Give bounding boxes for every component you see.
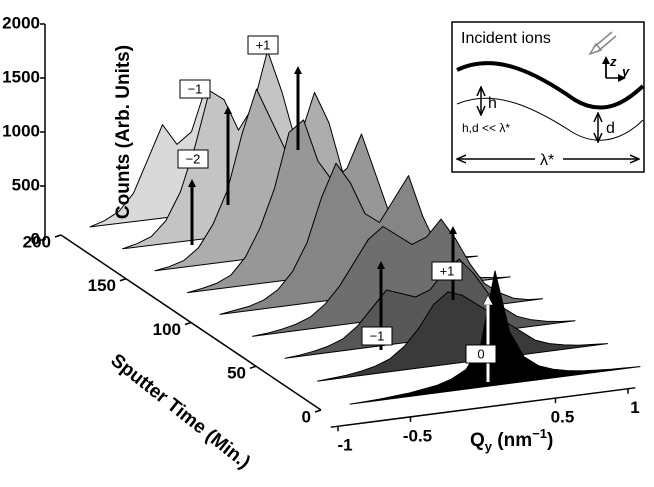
t-tick xyxy=(119,278,127,282)
inset-label: Incident ions xyxy=(461,30,551,47)
peak-label: −2 xyxy=(186,151,201,166)
y-tick-label: 1000 xyxy=(2,121,40,140)
spectrum xyxy=(284,258,576,359)
x-title-close: ) xyxy=(547,430,553,451)
wavelength-bg xyxy=(535,148,563,168)
t-tick-label: 0 xyxy=(302,407,311,426)
inset-wavelength: λ* xyxy=(540,152,554,169)
peak-label-box xyxy=(431,261,463,281)
t-tick-label: 100 xyxy=(153,320,181,339)
y-tick-label: 2000 xyxy=(2,13,40,32)
x-tick-label: -0.5 xyxy=(403,426,432,445)
y-tick-label: 500 xyxy=(12,175,40,194)
inset-z: z xyxy=(609,54,617,69)
plot-area: 0 500 1000 1500 2000 0 50 100 150 200 -1 -0.5 0.5 1 −2… xyxy=(2,13,641,455)
spectrum xyxy=(349,270,641,405)
t-tick xyxy=(314,409,322,413)
y-axis-title: Counts (Arb. Units) xyxy=(113,45,134,219)
t-tick xyxy=(249,365,257,369)
inset-y: y xyxy=(621,64,630,79)
x-title-sup: −1 xyxy=(532,426,547,441)
x-axis-title: Qy (nm−1) xyxy=(470,426,553,454)
peak-label-box xyxy=(465,344,497,364)
x-title-q: Q xyxy=(470,430,485,451)
peak-label: +1 xyxy=(256,37,271,52)
inset-condition: h,d << λ* xyxy=(462,121,510,135)
t-tick-label: 150 xyxy=(88,276,116,295)
y-tick-label: 0 xyxy=(31,229,40,248)
t-tick xyxy=(54,234,62,238)
x-tick-label: 1 xyxy=(630,398,639,417)
t-tick-label: 200 xyxy=(23,232,51,251)
peak-label: 0 xyxy=(477,346,484,361)
ion-arrow xyxy=(588,31,617,56)
inset: Incident ions h d h,d << λ* λ* z y xyxy=(451,21,645,173)
surface-wave xyxy=(456,61,645,110)
y-tick-label: 1500 xyxy=(2,67,40,86)
peak-label: −1 xyxy=(188,81,203,96)
peak-label-box xyxy=(247,35,279,55)
spectrum xyxy=(317,291,608,382)
inset-d: d xyxy=(606,120,615,137)
x-axis-line xyxy=(330,387,636,428)
t-tick xyxy=(184,321,192,326)
peak-label-box xyxy=(179,79,211,99)
x-tick-label: 0.5 xyxy=(551,408,575,427)
x-title-sub: y xyxy=(485,439,493,454)
peak-label-box xyxy=(177,149,209,169)
inset-h: h xyxy=(488,95,497,112)
x-title-unit: (nm xyxy=(492,430,532,451)
peak-label: −1 xyxy=(370,328,385,343)
interface-wave xyxy=(456,97,644,141)
x-tick-label: -1 xyxy=(337,436,352,455)
t-tick-label: 50 xyxy=(227,364,246,383)
peak-label-box xyxy=(361,326,393,346)
peak-label: +1 xyxy=(440,263,455,278)
